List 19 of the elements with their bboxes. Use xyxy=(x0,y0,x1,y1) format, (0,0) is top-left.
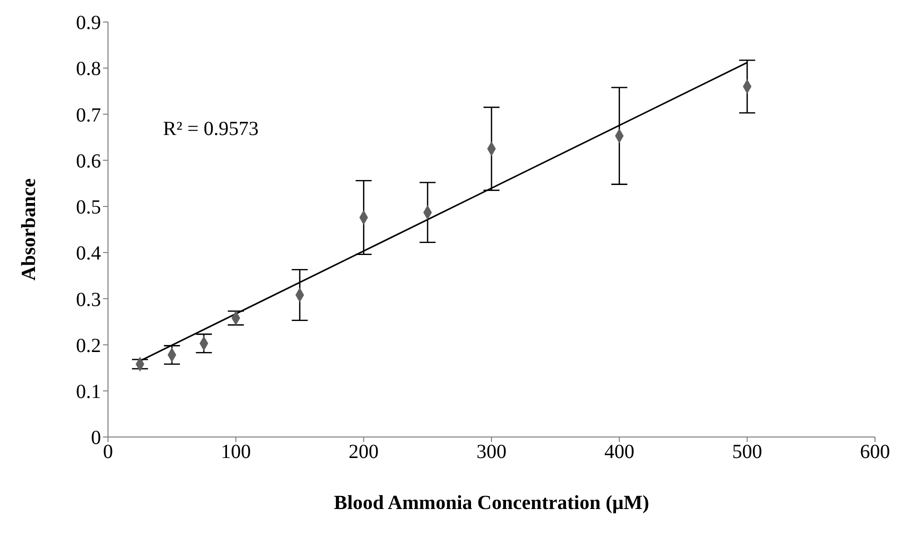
y-tick-label: 0.5 xyxy=(76,196,101,219)
y-tick-label: 0.6 xyxy=(76,150,101,172)
x-tick-label: 500 xyxy=(732,441,762,464)
x-tick-label: 100 xyxy=(220,441,251,464)
y-tick-label: 0.8 xyxy=(76,58,101,80)
annotation: R² = 0.9573 xyxy=(163,118,259,141)
x-axis-title: Blood Ammonia Concentration (μM) xyxy=(334,492,650,514)
x-tick-label: 300 xyxy=(476,441,506,464)
y-axis-title: Absorbance xyxy=(18,178,40,281)
y-tick-label: 0.3 xyxy=(76,288,101,311)
y-tick-label: 0.4 xyxy=(76,242,101,265)
x-tick-label: 400 xyxy=(604,441,634,464)
x-tick-label: 600 xyxy=(860,441,890,464)
y-tick-label: 0.1 xyxy=(76,380,101,403)
y-tick-label: 0.9 xyxy=(76,12,101,34)
y-tick-label: 0.7 xyxy=(76,104,101,126)
x-tick-label: 200 xyxy=(348,441,379,464)
y-tick-label: 0.2 xyxy=(76,334,101,357)
y-tick-label: 0 xyxy=(91,427,101,450)
